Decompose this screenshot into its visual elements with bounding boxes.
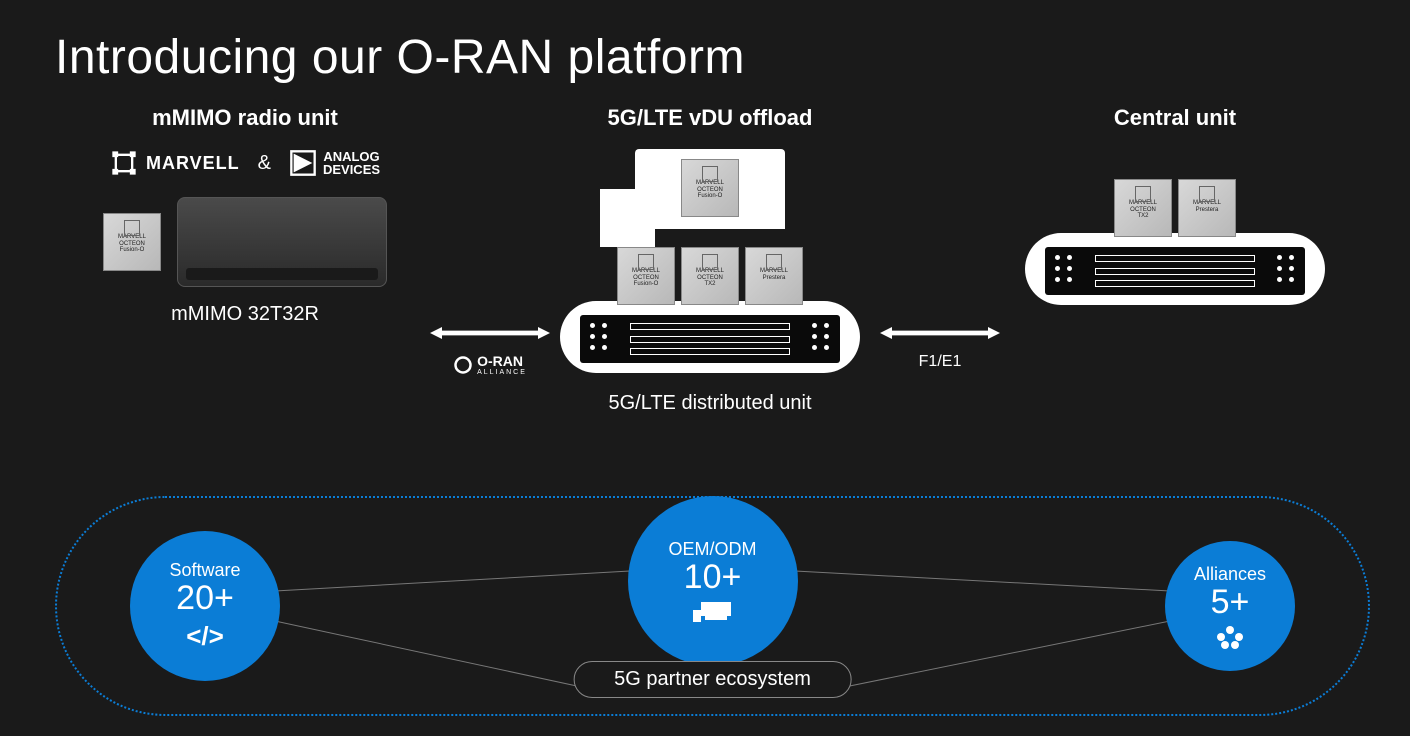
chip-fusion: MARVELLOCTEONFusion-O: [617, 247, 675, 305]
alliances-count: 5+: [1211, 585, 1250, 619]
double-arrow-icon: [430, 323, 550, 343]
mmimo-column: mMIMO radio unit MARVELL & ANALOGDEVICES…: [55, 105, 435, 326]
chip-prestera: MARVELLPrestera: [745, 247, 803, 305]
partner-logos: MARVELL & ANALOGDEVICES: [55, 149, 435, 177]
oran-circle-icon: [453, 355, 473, 375]
analog-devices-logo: ANALOGDEVICES: [289, 149, 380, 177]
chip-tx2-cu: MARVELLOCTEONTX2: [1114, 179, 1172, 237]
partner-ecosystem: Software 20+ </> OEM/ODM 10+ Alliances 5…: [55, 496, 1370, 716]
ampersand: &: [258, 152, 271, 175]
chip-tx2: MARVELLOCTEONTX2: [681, 247, 739, 305]
chip-prestera-cu: MARVELLPrestera: [1178, 179, 1236, 237]
alliances-bubble: Alliances 5+: [1165, 541, 1295, 671]
oem-title: OEM/ODM: [669, 539, 757, 560]
server-bays: [630, 323, 790, 355]
software-count: 20+: [176, 581, 234, 615]
vdu-column: 5G/LTE vDU offload MARVELL OCTEON Fusion…: [540, 105, 880, 415]
du-label: 5G/LTE distributed unit: [540, 392, 880, 415]
oran-link-arrow: O-RANALLIANCE: [430, 323, 550, 376]
marvell-icon: [110, 149, 138, 177]
du-server: [580, 315, 840, 363]
octeon-fusion-chip: MARVELL OCTEON Fusion-O: [103, 213, 161, 271]
oem-bubble: OEM/ODM 10+: [628, 496, 798, 666]
cu-server: [1045, 247, 1305, 295]
cu-server-pill: [1025, 233, 1325, 305]
software-title: Software: [169, 560, 240, 581]
cu-leds-right: [1277, 255, 1295, 282]
server-leds-right: [812, 323, 830, 350]
adi-icon: [289, 149, 317, 177]
pcie-card: MARVELL OCTEON Fusion-O: [635, 149, 785, 229]
alliances-title: Alliances: [1194, 564, 1266, 585]
software-bubble: Software 20+ </>: [130, 531, 280, 681]
oem-count: 10+: [684, 560, 742, 594]
cu-chips: MARVELLOCTEONTX2 MARVELLPrestera: [1000, 179, 1350, 237]
marvell-logo: MARVELL: [110, 149, 240, 177]
code-icon: </>: [186, 621, 224, 652]
card-chip: MARVELL OCTEON Fusion-O: [681, 159, 739, 217]
cu-bays: [1095, 255, 1255, 287]
mmimo-hardware: MARVELL OCTEON Fusion-O: [55, 197, 435, 287]
du-chips: MARVELLOCTEONFusion-O MARVELLOCTEONTX2 M…: [540, 247, 880, 305]
architecture-diagram: mMIMO radio unit MARVELL & ANALOGDEVICES…: [0, 105, 1410, 525]
f1e1-label: F1/E1: [919, 353, 962, 371]
ecosystem-label: 5G partner ecosystem: [573, 661, 852, 698]
vdu-title: 5G/LTE vDU offload: [540, 105, 880, 131]
cu-title: Central unit: [1000, 105, 1350, 131]
f1e1-link-arrow: F1/E1: [880, 323, 1000, 371]
cluster-icon: [1215, 625, 1245, 649]
du-server-pill: [560, 301, 860, 373]
cu-leds-left: [1055, 255, 1073, 282]
double-arrow-icon: [880, 323, 1000, 343]
card-icon: [693, 600, 733, 624]
cu-column: Central unit MARVELLOCTEONTX2 MARVELLPre…: [1000, 105, 1350, 310]
mmimo-label: mMIMO 32T32R: [55, 303, 435, 326]
mmimo-title: mMIMO radio unit: [55, 105, 435, 131]
slide-title: Introducing our O-RAN platform: [0, 0, 1410, 85]
server-leds-left: [590, 323, 608, 350]
oran-logo: O-RANALLIANCE: [453, 353, 527, 376]
radio-unit-device: [177, 197, 387, 287]
